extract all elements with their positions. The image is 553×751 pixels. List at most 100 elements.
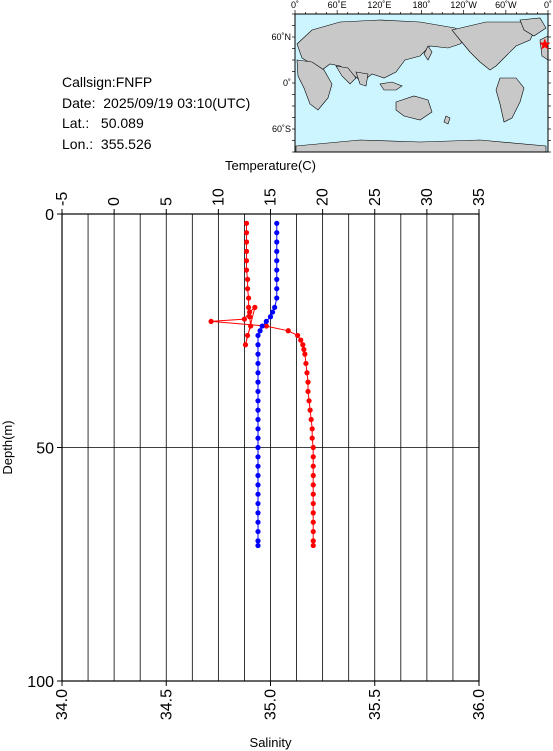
salinity-point: [263, 318, 269, 325]
temperature-point: [244, 286, 251, 292]
temperature-point: [308, 416, 314, 423]
temperature-point: [310, 463, 316, 469]
map-longitude-label: 120˚E: [367, 0, 391, 10]
station-info: Callsign:FNFP Date: 2025/09/19 03:10(UTC…: [62, 72, 250, 154]
salinity-point: [274, 286, 280, 292]
temperature-point: [310, 491, 316, 497]
temperature-point: [309, 426, 315, 432]
salinity-tick-label: 35.0: [263, 689, 280, 720]
salinity-point: [255, 472, 261, 479]
salinity-point: [255, 342, 261, 348]
land-mass: [296, 19, 471, 83]
temperature-tick-label: 5: [158, 197, 175, 206]
depth-tick-label: 100: [27, 674, 54, 691]
salinity-point: [274, 258, 280, 264]
salinity-point: [274, 295, 280, 301]
temperature-point: [310, 454, 316, 460]
salinity-line: [257, 223, 278, 546]
temperature-point: [300, 342, 306, 348]
salinity-point: [255, 332, 261, 339]
land-mass: [423, 45, 433, 61]
temperature-point: [307, 407, 313, 413]
temperature-point: [208, 318, 214, 325]
temperature-point: [247, 309, 253, 315]
temperature-point: [310, 528, 316, 535]
salinity-point: [255, 351, 261, 357]
temperature-point: [285, 328, 291, 334]
callsign-text: Callsign:FNFP: [62, 74, 153, 90]
salinity-point: [269, 309, 276, 315]
salinity-point: [255, 407, 261, 413]
salinity-point: [274, 220, 280, 226]
temperature-point: [310, 519, 316, 525]
salinity-point: [274, 230, 280, 236]
temperature-point: [310, 500, 316, 507]
salinity-point: [255, 542, 261, 549]
map-latitude-label: 60˚N: [271, 32, 291, 42]
temperature-point: [244, 276, 251, 282]
salinity-axis-title: Salinity: [250, 735, 292, 750]
temperature-tick-label: 15: [263, 188, 280, 206]
salinity-point: [255, 444, 261, 451]
temperature-tick-label: -5: [54, 192, 71, 206]
salinity-point: [259, 323, 265, 329]
land-mass: [335, 65, 357, 85]
map-group: 0˚ 60˚E 120˚E 180˚ 120˚W 60˚W 0˚ 60˚N 0˚ 60˚S: [271, 0, 552, 153]
star-icon: [539, 38, 551, 50]
chart-grid: [61, 213, 480, 682]
temperature-point: [247, 314, 253, 320]
salinity-point: [255, 398, 261, 404]
land-mass: [395, 95, 433, 121]
temperature-tick-label: 10: [210, 188, 227, 206]
salinity-tick-label: 34.0: [54, 689, 71, 720]
temperature-point: [295, 332, 301, 339]
salinity-point: [255, 416, 261, 423]
temperature-point: [298, 337, 304, 343]
temperature-tick-label: 0: [106, 197, 123, 206]
longitude-text: Lon.: 355.526: [62, 135, 152, 152]
salinity-point: [255, 379, 261, 385]
salinity-tick-label: 35.5: [367, 689, 384, 720]
salinity-point: [255, 482, 261, 488]
temperature-point: [246, 304, 252, 310]
salinity-point: [255, 360, 261, 367]
latitude-text: Lat.: 50.089: [62, 115, 144, 131]
salinity-point: [257, 328, 263, 334]
salinity-tick-label: 36.0: [471, 689, 488, 720]
land-mass: [296, 59, 333, 111]
salinity-tick-label: 34.5: [158, 689, 175, 720]
salinity-point: [255, 463, 261, 469]
temperature-point: [309, 435, 315, 441]
salinity-point: [255, 426, 261, 432]
map-latitude-label: 0˚: [283, 78, 291, 88]
temperature-point: [310, 510, 316, 516]
salinity-point: [255, 491, 261, 497]
temperature-tick-label: 30: [419, 188, 436, 206]
temperature-point: [301, 346, 307, 353]
salinity-point: [255, 435, 261, 441]
temperature-point: [303, 360, 309, 367]
temperature-line: [211, 223, 314, 546]
salinity-point: [274, 276, 280, 282]
land-mass: [451, 21, 537, 71]
temperature-point: [310, 472, 316, 479]
temperature-point: [252, 304, 258, 310]
temperature-point: [243, 220, 250, 226]
salinity-point: [272, 304, 278, 310]
temperature-point: [244, 332, 251, 339]
temperature-point: [246, 295, 252, 301]
temperature-point: [243, 230, 250, 236]
salinity-point: [255, 519, 261, 525]
temperature-point: [310, 538, 316, 544]
temperature-point: [243, 267, 250, 273]
temperature-point: [241, 316, 248, 322]
temperature-point: [310, 482, 316, 488]
temperature-point: [304, 370, 310, 376]
salinity-point: [267, 314, 274, 320]
temperature-point: [305, 388, 311, 395]
temperature-tick-label: 25: [367, 188, 384, 206]
temperature-point: [305, 379, 311, 385]
temperature-point: [310, 444, 316, 451]
